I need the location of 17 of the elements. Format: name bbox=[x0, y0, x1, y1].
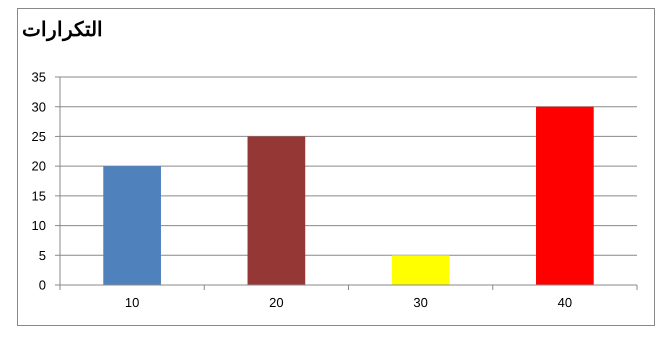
x-tick-label: 40 bbox=[558, 295, 572, 310]
y-tick-label: 15 bbox=[32, 188, 46, 204]
x-tick-label: 10 bbox=[124, 295, 140, 310]
x-tick-label: 30 bbox=[413, 295, 428, 310]
x-tick-label: 20 bbox=[269, 295, 284, 310]
y-tick-label: 0 bbox=[38, 278, 46, 293]
bar bbox=[536, 106, 594, 285]
y-tick-label: 5 bbox=[38, 248, 46, 263]
bar bbox=[248, 136, 306, 285]
y-tick-label: 25 bbox=[32, 128, 46, 144]
y-tick-label: 20 bbox=[32, 158, 46, 174]
bar bbox=[103, 166, 161, 285]
chart-title: التكرارات bbox=[22, 19, 103, 42]
y-tick-label: 30 bbox=[32, 99, 46, 114]
y-tick-label: 10 bbox=[32, 218, 46, 234]
y-tick-label: 35 bbox=[32, 70, 46, 85]
bar bbox=[392, 255, 450, 285]
